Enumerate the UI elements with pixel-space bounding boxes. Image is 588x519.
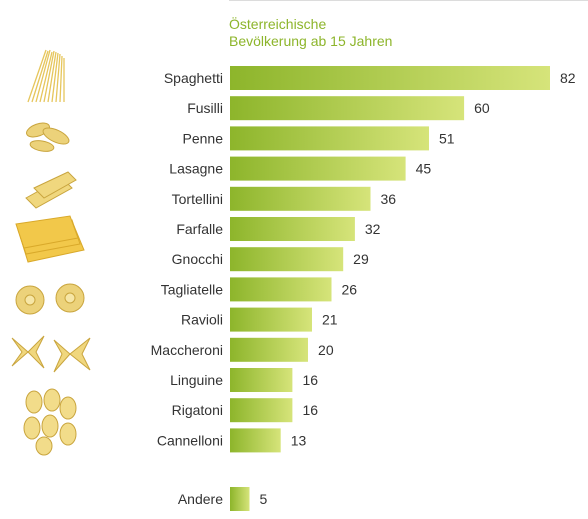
bar-tagliatelle bbox=[230, 277, 332, 302]
bar-cannelloni bbox=[230, 428, 281, 453]
category-label-rigatoni: Rigatoni bbox=[172, 402, 223, 418]
lasagne-image bbox=[15, 215, 85, 263]
bar-farfalle bbox=[230, 217, 355, 241]
gnocchi-image bbox=[23, 388, 77, 456]
value-label-spaghetti: 82 bbox=[560, 70, 576, 86]
subtitle-line-1: Österreichische bbox=[229, 16, 327, 32]
value-label-ravioli: 21 bbox=[322, 312, 338, 328]
category-label-tortellini: Tortellini bbox=[172, 191, 223, 207]
value-label-tortellini: 36 bbox=[380, 191, 396, 207]
chart-subtitle: Österreichische Bevölkerung ab 15 Jahren bbox=[229, 16, 549, 50]
category-label-fusilli: Fusilli bbox=[187, 100, 223, 116]
fusilli-image bbox=[26, 122, 70, 152]
value-label-penne: 51 bbox=[439, 130, 455, 146]
bar-spaghetti bbox=[230, 66, 550, 90]
value-label-andere: 5 bbox=[260, 491, 268, 507]
bar-fusilli bbox=[230, 96, 465, 121]
category-label-gnocchi: Gnocchi bbox=[172, 251, 223, 267]
category-label-lasagne: Lasagne bbox=[169, 161, 223, 177]
bar-ravioli bbox=[230, 307, 312, 332]
spaghetti-image bbox=[27, 49, 65, 103]
category-label-andere: Andere bbox=[178, 491, 223, 507]
bar-gnocchi bbox=[230, 247, 344, 272]
value-label-maccheroni: 20 bbox=[318, 342, 334, 358]
category-label-ravioli: Ravioli bbox=[181, 312, 223, 328]
category-label-farfalle: Farfalle bbox=[176, 221, 223, 237]
category-label-spaghetti: Spaghetti bbox=[164, 70, 223, 86]
category-label-maccheroni: Maccheroni bbox=[151, 342, 223, 358]
subtitle-line-2: Bevölkerung ab 15 Jahren bbox=[229, 33, 393, 49]
category-label-tagliatelle: Tagliatelle bbox=[161, 281, 223, 297]
value-label-lasagne: 45 bbox=[416, 161, 432, 177]
value-label-farfalle: 32 bbox=[365, 221, 381, 237]
value-label-rigatoni: 16 bbox=[302, 402, 318, 418]
penne-image bbox=[25, 171, 77, 209]
bar-andere bbox=[230, 487, 250, 511]
value-label-tagliatelle: 26 bbox=[341, 281, 357, 297]
category-label-penne: Penne bbox=[183, 130, 224, 146]
value-label-gnocchi: 29 bbox=[353, 251, 369, 267]
category-label-cannelloni: Cannelloni bbox=[157, 432, 223, 448]
value-label-cannelloni: 13 bbox=[291, 432, 307, 448]
farfalle-image bbox=[11, 335, 91, 373]
value-label-linguine: 16 bbox=[302, 372, 318, 388]
bar-tortellini bbox=[230, 186, 371, 211]
bar-linguine bbox=[230, 368, 293, 392]
value-label-fusilli: 60 bbox=[474, 100, 490, 116]
tortellini-image bbox=[15, 283, 85, 315]
bar-lasagne bbox=[230, 156, 406, 181]
top-rule bbox=[229, 0, 588, 1]
bar-maccheroni bbox=[230, 337, 308, 362]
bar-penne bbox=[230, 126, 429, 151]
bar-rigatoni bbox=[230, 398, 293, 423]
category-label-linguine: Linguine bbox=[170, 372, 223, 388]
